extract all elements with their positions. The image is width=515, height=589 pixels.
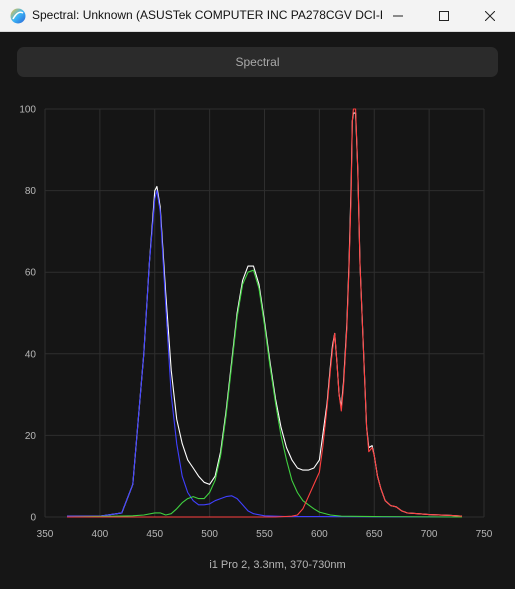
x-tick-label: 500 (201, 529, 218, 540)
x-tick-label: 600 (311, 529, 328, 540)
x-axis-label: i1 Pro 2, 3.3nm, 370-730nm (209, 559, 345, 571)
x-tick-label: 450 (146, 529, 163, 540)
x-tick-label: 550 (256, 529, 273, 540)
x-tick-label: 650 (366, 529, 383, 540)
maximize-icon (439, 10, 449, 21)
close-icon (485, 10, 495, 21)
y-tick-label: 40 (25, 349, 37, 360)
series-line-3 (67, 108, 463, 518)
maximize-button[interactable] (421, 0, 467, 31)
series-line-2 (66, 269, 463, 518)
y-tick-label: 0 (30, 513, 36, 524)
y-tick-label: 100 (19, 105, 36, 116)
x-tick-label: 750 (476, 529, 493, 540)
series-line-1 (67, 190, 463, 518)
title-bar: Spectral: Unknown (ASUSTek COMPUTER INC … (0, 0, 515, 32)
x-tick-label: 700 (421, 529, 438, 540)
y-tick-label: 60 (25, 268, 37, 279)
app-logo-icon (10, 8, 26, 24)
y-tick-label: 80 (25, 186, 37, 197)
close-button[interactable] (467, 0, 513, 31)
x-tick-label: 350 (37, 529, 54, 540)
y-tick-label: 20 (25, 431, 37, 442)
minimize-button[interactable] (375, 0, 421, 31)
spectral-header-button[interactable]: Spectral (17, 47, 498, 77)
x-tick-label: 400 (92, 529, 109, 540)
spectral-chart: 350 400 450 500 550 600 650 700 750 0 20 40 60 80 100 i… (19, 105, 493, 572)
window-title: Spectral: Unknown (ASUSTek COMPUTER INC … (32, 8, 382, 22)
minimize-icon (393, 15, 403, 16)
